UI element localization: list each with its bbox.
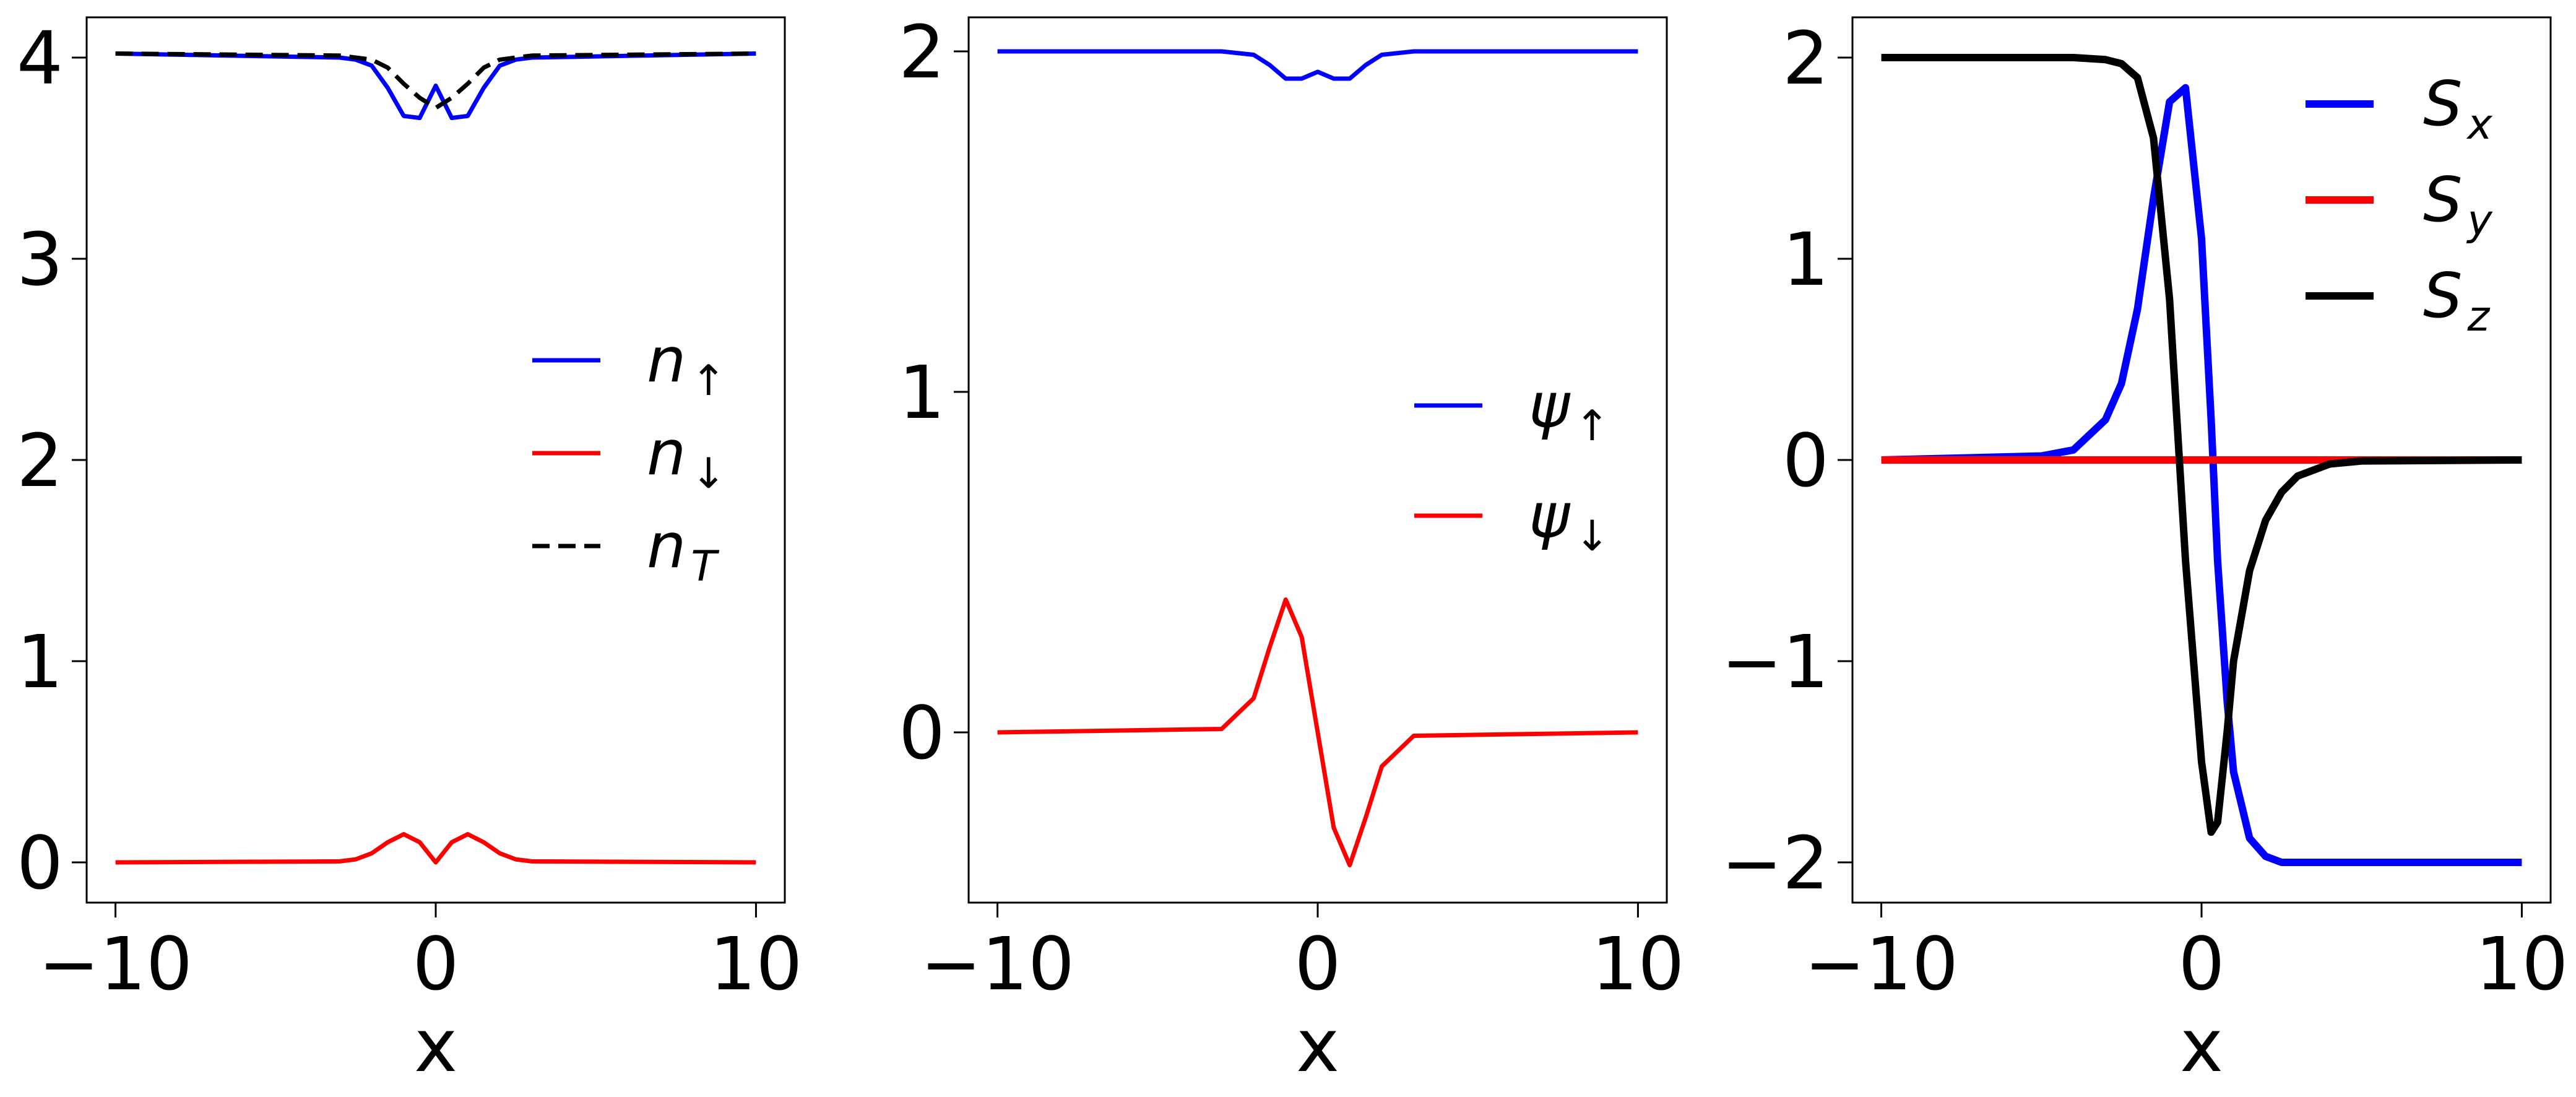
axes-frame xyxy=(967,16,1668,904)
x-tick-label: 0 xyxy=(412,921,459,1007)
y-tick-label: 3 xyxy=(17,217,63,302)
y-tick-label: 1 xyxy=(1783,217,1829,302)
y-tick-label: 1 xyxy=(899,350,945,435)
x-tick-label: 0 xyxy=(1294,921,1341,1007)
y-tick-label: 1 xyxy=(17,619,63,705)
y-tick-label: −2 xyxy=(1721,820,1829,906)
y-tick-label: 0 xyxy=(899,690,945,776)
panel-2: −10 0 10 0 1 2 x ψ ↑ ψ ↓ xyxy=(899,9,1685,1088)
panel-1: −10 0 10 0 1 2 3 4 x n ↑ n ↓ n T xyxy=(17,15,803,1088)
series-line-2 xyxy=(115,832,756,865)
x-axis-label: x xyxy=(414,1003,457,1088)
x-tick-label: 10 xyxy=(2475,921,2568,1007)
y-tick-label: 2 xyxy=(1783,15,1829,101)
legend-label: ψ ↑ xyxy=(1529,369,1610,451)
x-tick-label: 10 xyxy=(709,921,802,1007)
x-tick-label: 10 xyxy=(1591,921,1684,1007)
y-tick-label: 2 xyxy=(17,418,63,503)
legend-label: ψ ↓ xyxy=(1529,479,1610,561)
x-tick-label: −10 xyxy=(1804,921,1958,1007)
x-axis-label: x xyxy=(2180,1003,2223,1088)
legend: ψ ↑ ψ ↓ xyxy=(1414,369,1610,561)
series-line-3 xyxy=(115,51,756,110)
y-tick-label: −1 xyxy=(1721,619,1829,705)
x-tick-label: −10 xyxy=(38,921,192,1007)
y-tick-label: 4 xyxy=(17,15,63,101)
y-tick-label: 0 xyxy=(1783,418,1829,503)
series-line-1 xyxy=(115,51,756,120)
legend: n ↑ n ↓ n T xyxy=(532,324,726,591)
series-line-3 xyxy=(1881,54,2522,836)
x-tick-label: −10 xyxy=(920,921,1074,1007)
legend-label: n ↑ xyxy=(647,324,726,405)
series-line-1 xyxy=(1881,84,2522,866)
x-tick-label: 0 xyxy=(2178,921,2224,1007)
x-axis-label: x xyxy=(1296,1003,1339,1088)
y-tick-label: 0 xyxy=(17,820,63,906)
series-line-1 xyxy=(997,49,1638,81)
y-tick-label: 2 xyxy=(899,9,945,95)
legend-label: n ↓ xyxy=(647,417,726,498)
series-line-2 xyxy=(997,597,1638,867)
